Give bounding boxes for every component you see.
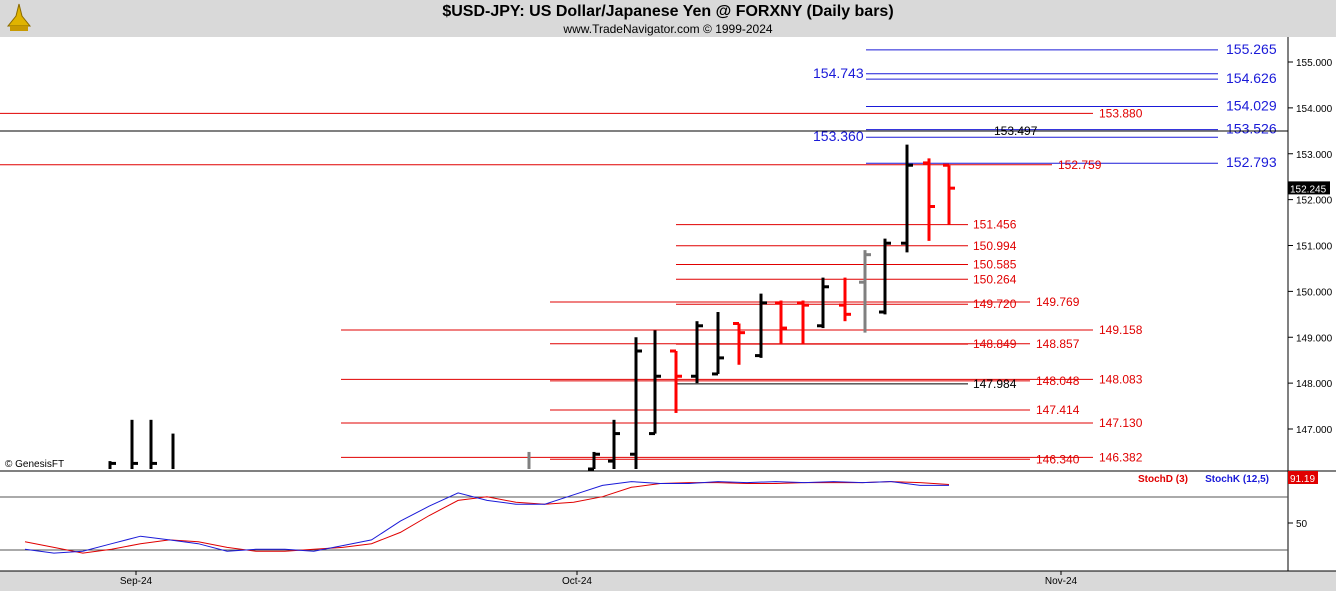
level-label: 154.626 [1226, 70, 1277, 86]
level-label: 149.158 [1099, 323, 1143, 337]
x-axis-label: Nov-24 [1045, 576, 1078, 587]
level-label: 152.759 [1058, 158, 1102, 172]
level-label: 147.984 [973, 377, 1017, 391]
last-price-label: 152.245 [1290, 184, 1327, 195]
stoch-last-label: 91.19 [1290, 474, 1315, 485]
price-axis-label: 155.000 [1296, 58, 1333, 69]
level-label: 154.029 [1226, 98, 1277, 114]
level-label: 148.083 [1099, 372, 1143, 386]
level-label: 148.048 [1036, 374, 1080, 388]
last-price-badge [1288, 181, 1330, 195]
stoch-d-legend: StochD (3) [1138, 474, 1188, 485]
chart-subtitle: www.TradeNavigator.com © 1999-2024 [563, 22, 773, 36]
price-axis-label: 152.000 [1296, 196, 1333, 207]
level-label: 150.585 [973, 258, 1017, 272]
level-label: 146.382 [1099, 450, 1143, 464]
level-label: 152.793 [1226, 154, 1277, 170]
level-label: 150.264 [973, 272, 1017, 286]
level-label: 154.743 [813, 65, 864, 81]
price-axis-label: 147.000 [1296, 425, 1333, 436]
stoch-last-badge [1288, 471, 1318, 484]
price-axis-label: 154.000 [1296, 104, 1333, 115]
stoch-axis-label: 50 [1296, 519, 1308, 530]
watermark: © GenesisFT [5, 459, 64, 470]
level-label: 153.360 [813, 128, 864, 144]
level-label: 148.857 [1036, 337, 1080, 351]
price-axis-label: 148.000 [1296, 379, 1333, 390]
level-label: 155.265 [1226, 41, 1277, 57]
level-label: 147.414 [1036, 403, 1080, 417]
level-label: 147.130 [1099, 416, 1143, 430]
price-axis-label: 153.000 [1296, 150, 1333, 161]
stoch-axis-panel [1288, 471, 1336, 571]
price-axis-label: 150.000 [1296, 287, 1333, 298]
level-label: 151.456 [973, 218, 1017, 232]
stoch-line [24, 481, 950, 554]
price-axis-panel [1288, 37, 1336, 471]
level-label: 150.994 [973, 239, 1017, 253]
chart-title: $USD-JPY: US Dollar/Japanese Yen @ FORXN… [442, 3, 894, 20]
level-label: 153.497 [994, 124, 1038, 138]
price-axis-label: 149.000 [1296, 333, 1333, 344]
level-label: 148.849 [973, 337, 1017, 351]
price-axis-label: 151.000 [1296, 242, 1333, 253]
x-axis-label: Oct-24 [562, 576, 592, 587]
stoch-k-legend: StochK (12,5) [1205, 474, 1269, 485]
x-axis-label: Sep-24 [120, 576, 153, 587]
logo-icon [4, 2, 34, 34]
stoch-panel [0, 471, 1288, 571]
level-label: 153.880 [1099, 106, 1143, 120]
level-label: 146.340 [1036, 452, 1080, 466]
level-label: 149.769 [1036, 295, 1080, 309]
level-label: 149.720 [973, 297, 1017, 311]
stoch-line [24, 481, 949, 554]
price-panel [0, 37, 1288, 471]
level-label: 153.526 [1226, 121, 1277, 137]
